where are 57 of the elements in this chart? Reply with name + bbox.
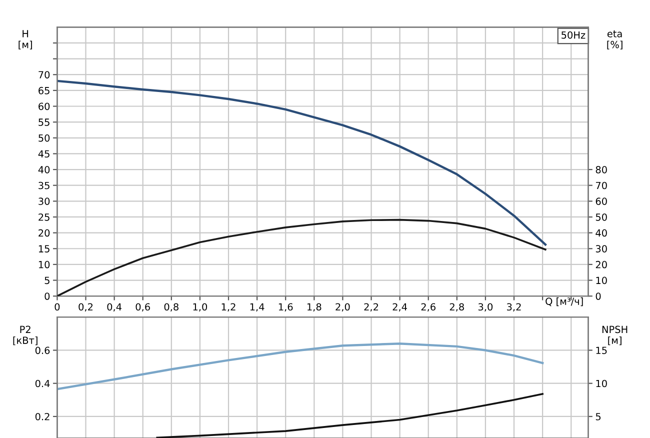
x-tick-label: 3,0: [478, 303, 493, 312]
x-tick-label: 2,6: [421, 303, 436, 312]
y-tick-label: 70: [38, 71, 50, 78]
line-series: [57, 342, 544, 390]
y2-tick-label: 60: [596, 198, 607, 206]
y-tick-label: 60: [38, 102, 50, 110]
x-tick-label: 0: [54, 303, 60, 311]
y2-tick-label: 10: [596, 276, 607, 284]
x-tick-label: 0,8: [164, 303, 178, 312]
y2-axis-title: eta [%]: [607, 30, 622, 50]
y-tick-label: 0.2: [35, 412, 50, 420]
x-tick-label: 2,4: [392, 303, 407, 312]
y-tick-label: 55: [38, 118, 50, 126]
y-tick-label: 0.4: [35, 380, 50, 388]
x-tick-label: 1,2: [222, 303, 236, 312]
line-series: [57, 80, 547, 246]
x-tick-label: 1,4: [250, 303, 264, 312]
x-tick-label: 2,8: [450, 303, 464, 312]
y-axis-title: H [м]: [18, 30, 32, 50]
y-tick-label: 15: [38, 245, 50, 252]
y2-tick-label: 80: [596, 166, 607, 174]
x-tick-label: 3,2: [507, 303, 521, 312]
y-tick-label: 30: [38, 198, 50, 206]
x-tick-label: 1,6: [278, 303, 293, 312]
x-tick-label: 1,8: [307, 303, 322, 312]
y-tick-label: 25: [38, 213, 50, 221]
y2-tick-label: 40: [596, 229, 607, 237]
y2-tick-label: 5: [596, 413, 601, 420]
x-tick-label: 1,0: [193, 303, 208, 312]
y2-axis-title: NPSH [м]: [602, 326, 628, 346]
x-tick-label: 0,2: [78, 303, 93, 312]
y2-tick-label: 70: [596, 182, 607, 190]
line-series: [156, 393, 544, 438]
y-tick-label: 5: [44, 276, 50, 284]
y2-tick-label: 30: [596, 245, 607, 252]
y2-tick-label: 20: [596, 260, 607, 268]
y-tick-label: 20: [38, 229, 50, 237]
y-tick-label: 35: [38, 182, 50, 190]
y2-tick-label: 10: [596, 380, 607, 388]
x-axis-title: Q [м³/ч]: [546, 297, 583, 306]
y-tick-label: 10: [38, 260, 50, 268]
y-axis-title: P2 [кВт]: [13, 326, 38, 346]
y-tick-label: 0: [44, 292, 50, 300]
x-tick-label: 0,6: [136, 303, 150, 312]
x-tick-label: 0,4: [107, 303, 122, 312]
x-tick-label: 2,2: [364, 303, 378, 312]
y-tick-label: 65: [38, 86, 50, 94]
y-tick-label: 0.6: [35, 346, 50, 354]
y2-tick-label: 0: [596, 292, 601, 300]
y-tick-label: 40: [38, 166, 50, 174]
y-tick-label: 50: [38, 134, 50, 142]
y-tick-label: 45: [38, 150, 50, 158]
line-series: [57, 218, 546, 296]
y2-tick-label: 50: [596, 213, 607, 221]
y2-tick-label: 15: [596, 346, 607, 354]
annotation: 50Hz: [562, 31, 586, 39]
x-tick-label: 2,0: [336, 303, 350, 312]
